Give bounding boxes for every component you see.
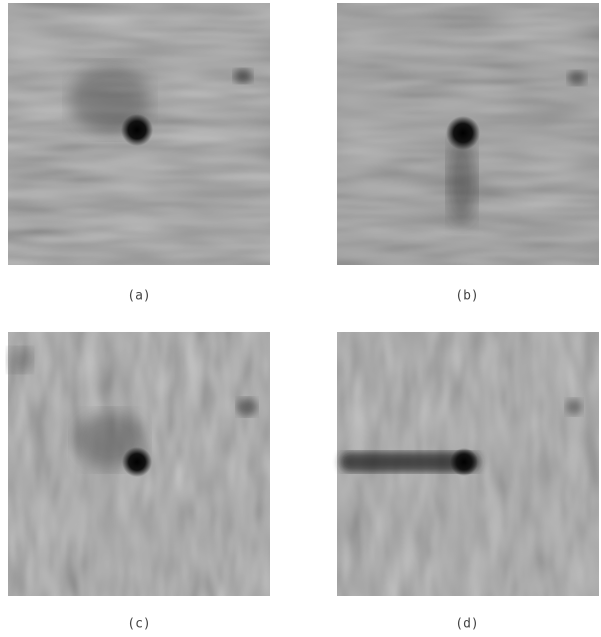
panel-d — [337, 332, 599, 596]
caption: (a) — [127, 289, 150, 304]
panel-c — [8, 332, 270, 596]
caption: (d) — [455, 617, 478, 632]
panel-b — [337, 3, 599, 265]
caption: (b) — [455, 289, 478, 304]
caption: (c) — [127, 617, 150, 632]
panel-a — [8, 3, 270, 265]
